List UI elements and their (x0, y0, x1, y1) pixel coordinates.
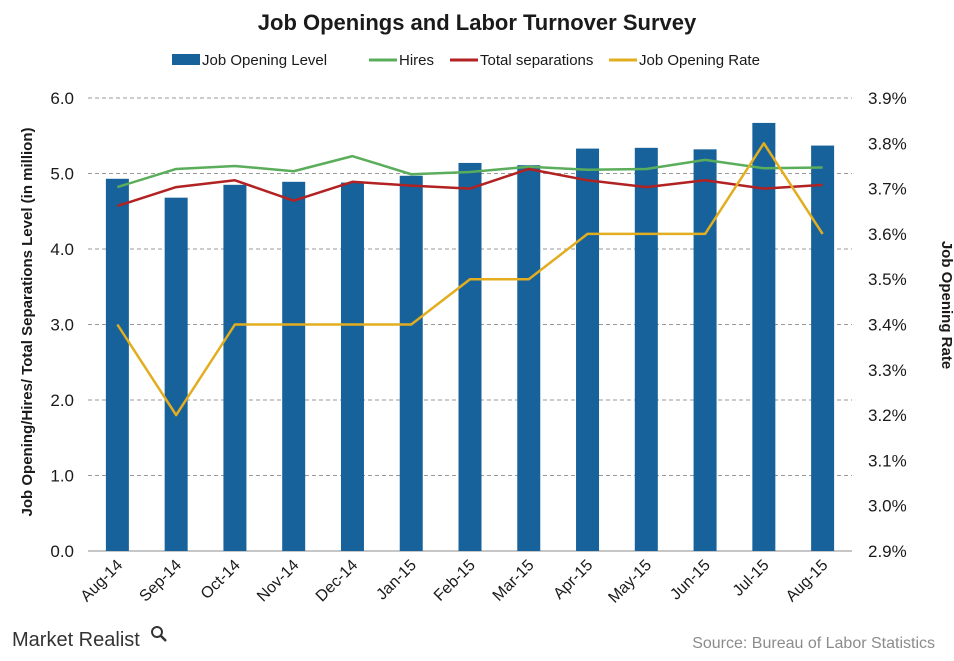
right-tick-label: 3.2% (868, 406, 907, 425)
right-tick-label: 3.1% (868, 451, 907, 470)
right-tick-label: 3.8% (868, 134, 907, 153)
bar (223, 184, 247, 551)
brand-text: Market Realist (12, 629, 140, 651)
right-tick-label: 3.7% (868, 180, 907, 199)
x-tick-label: Jan-15 (373, 557, 420, 604)
x-tick-label: Jul-15 (730, 557, 773, 600)
x-tick-label: May-15 (605, 557, 655, 607)
bar (517, 165, 541, 551)
hires-line (117, 154, 823, 189)
left-tick-label: 5.0 (50, 165, 74, 184)
job-opening-rate-line (116, 142, 824, 417)
total-separations-line (117, 167, 823, 208)
bar (693, 149, 717, 551)
right-tick-label: 3.4% (868, 316, 907, 335)
x-tick-label: Dec-14 (313, 557, 362, 606)
line-series (116, 142, 824, 417)
x-tick-label: Aug-14 (78, 557, 127, 606)
chart-title: Job Openings and Labor Turnover Survey (258, 10, 697, 35)
bar (105, 178, 129, 551)
left-tick-label: 0.0 (50, 542, 74, 561)
legend-label-total-separations: Total separations (480, 52, 593, 69)
right-tick-label: 3.3% (868, 361, 907, 380)
right-axis-title: Job Opening Rate (938, 241, 954, 369)
left-axis-title: Job Opening/Hires/ Total Separations Lev… (19, 128, 36, 517)
x-tick-label: Mar-15 (490, 557, 538, 605)
bar (634, 147, 658, 551)
x-tick-label: Sep-14 (136, 557, 185, 606)
right-axis-ticks: 2.9% 3.0% 3.1% 3.2% 3.3% 3.4% 3.5% 3.6% 3.7% 3.8%… (868, 89, 907, 561)
bar (164, 197, 188, 551)
right-tick-label: 3.0% (868, 497, 907, 516)
right-tick-label: 3.5% (868, 270, 907, 289)
x-tick-label: Oct-14 (198, 557, 244, 603)
left-tick-label: 2.0 (50, 391, 74, 410)
bar (282, 181, 306, 551)
x-tick-label: Feb-15 (431, 557, 479, 605)
bar (458, 162, 482, 551)
left-tick-label: 4.0 (50, 240, 74, 259)
legend-label-job-opening-rate: Job Opening Rate (639, 52, 760, 69)
left-tick-label: 6.0 (50, 89, 74, 108)
magnifier-icon (151, 626, 167, 642)
legend-swatch-job-opening-level (172, 54, 200, 65)
x-tick-label: Apr-15 (550, 557, 596, 603)
brand-logo: Market Realist (12, 626, 167, 651)
left-tick-label: 3.0 (50, 316, 74, 335)
right-tick-label: 3.6% (868, 225, 907, 244)
x-tick-label: Jun-15 (667, 557, 714, 604)
x-tick-label: Aug-15 (783, 557, 832, 606)
left-tick-label: 1.0 (50, 467, 74, 486)
x-tick-label: Nov-14 (254, 557, 303, 606)
bar (399, 175, 423, 551)
bar (752, 122, 776, 551)
legend-label-job-opening-level: Job Opening Level (202, 52, 327, 69)
right-tick-label: 3.9% (868, 89, 907, 108)
right-tick-label: 2.9% (868, 542, 907, 561)
source-note: Source: Bureau of Labor Statistics (692, 635, 935, 652)
bar (811, 145, 835, 551)
legend-label-hires: Hires (399, 52, 434, 69)
legend: Job Opening Level Hires Total separations J… (172, 52, 760, 69)
x-axis-ticks: Aug-14 Sep-14 Oct-14 Nov-14 Dec-14 Jan-15 Feb-… (78, 557, 832, 607)
bar (340, 182, 364, 551)
left-axis-ticks: 0.0 1.0 2.0 3.0 4.0 5.0 6.0 (50, 89, 74, 561)
bar (576, 148, 600, 551)
bar-series (105, 122, 835, 551)
